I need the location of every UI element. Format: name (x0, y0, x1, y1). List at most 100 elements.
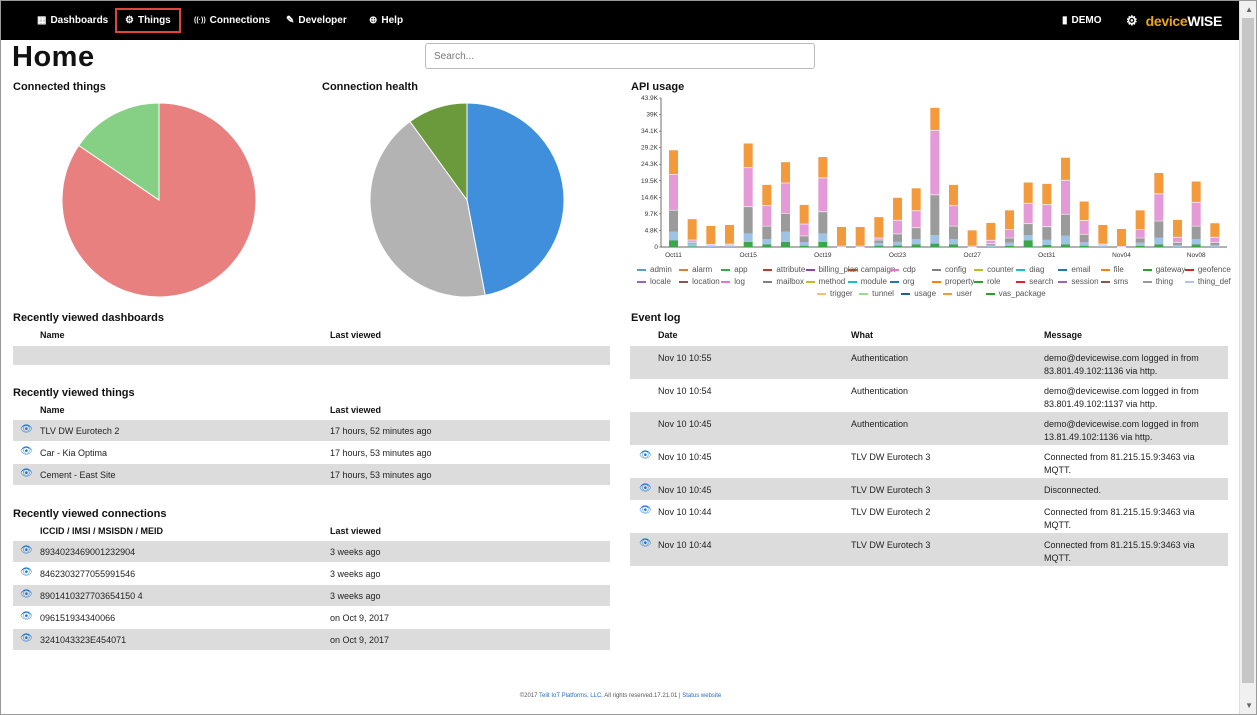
api-usage-bar-segment[interactable] (1191, 225, 1201, 240)
legend-item[interactable]: location (679, 277, 720, 286)
api-usage-bar-segment[interactable] (762, 184, 772, 206)
legend-item[interactable]: org (889, 277, 914, 286)
event-row[interactable]: 👁︎ Nov 10 10:45 TLV DW Eurotech 3 Connected… (630, 445, 1228, 478)
legend-item[interactable]: vas_package (985, 289, 1046, 298)
event-row[interactable]: 👁︎ Nov 10 10:44 TLV DW Eurotech 3 Connected… (630, 533, 1228, 566)
api-usage-bar-segment[interactable] (874, 245, 884, 247)
api-usage-bar-segment[interactable] (799, 223, 809, 236)
api-usage-bar-segment[interactable] (1210, 241, 1220, 246)
things-row[interactable]: 👁︎ Cement - East Site 17 hours, 53 minutes… (13, 464, 610, 485)
legend-item[interactable]: diag (1016, 265, 1044, 274)
api-usage-bar-segment[interactable] (930, 129, 940, 195)
api-usage-bar-segment[interactable] (1117, 229, 1126, 246)
api-usage-bar-segment[interactable] (874, 239, 884, 243)
eye-icon[interactable]: 👁︎ (639, 483, 652, 494)
nav-help[interactable]: ⊕ Help (369, 1, 403, 40)
nav-connections[interactable]: ((·)) Connections (194, 1, 270, 40)
api-usage-bar-segment[interactable] (818, 233, 828, 242)
api-usage-bar-segment[interactable] (837, 226, 846, 246)
legend-item[interactable]: role (974, 277, 1000, 286)
api-usage-bar-segment[interactable] (762, 205, 772, 226)
api-usage-bar-segment[interactable] (799, 242, 809, 246)
legend-item[interactable]: admin (637, 265, 672, 274)
legend-item[interactable]: user (943, 289, 972, 298)
api-usage-bar-segment[interactable] (1173, 241, 1182, 246)
api-usage-bar-segment[interactable] (1061, 244, 1070, 247)
eye-icon[interactable]: 👁︎ (20, 589, 33, 600)
things-name[interactable]: TLV DW Eurotech 2 (40, 426, 120, 436)
api-usage-bar-segment[interactable] (1135, 242, 1145, 246)
api-usage-bar-segment[interactable] (818, 241, 828, 247)
nav-things[interactable]: ⚙ Things (115, 8, 181, 33)
api-usage-bar-segment[interactable] (1191, 181, 1201, 202)
api-usage-bar-segment[interactable] (949, 205, 958, 226)
eye-icon[interactable]: 👁︎ (20, 611, 33, 622)
api-usage-bar-segment[interactable] (967, 230, 977, 246)
api-usage-bar-segment[interactable] (1005, 210, 1014, 230)
nav-developer[interactable]: ✎ Developer (286, 1, 347, 40)
event-row[interactable]: 👁︎ Nov 10 10:45 TLV DW Eurotech 3 Disconnec… (630, 478, 1228, 500)
api-usage-bar-segment[interactable] (669, 209, 678, 232)
eye-icon[interactable]: 👁︎ (20, 545, 33, 556)
api-usage-bar-segment[interactable] (1135, 245, 1145, 247)
api-usage-bar-segment[interactable] (1154, 237, 1164, 245)
api-usage-bar-segment[interactable] (949, 244, 958, 247)
status-website-link[interactable]: Status website (682, 693, 722, 699)
connections-name[interactable]: 8462303277055991546 (40, 569, 136, 579)
legend-item[interactable]: mailbox (763, 277, 804, 286)
eye-icon[interactable]: 👁︎ (20, 446, 33, 457)
legend-item[interactable]: sms (1100, 277, 1128, 286)
things-name[interactable]: Cement - East Site (40, 470, 116, 480)
api-usage-bar-segment[interactable] (911, 244, 921, 247)
api-usage-bar-segment[interactable] (986, 239, 996, 244)
legend-item[interactable]: method (805, 277, 845, 286)
api-usage-bar-segment[interactable] (1154, 193, 1164, 221)
legend-item[interactable]: gateway (1142, 265, 1186, 274)
api-usage-bar-segment[interactable] (1210, 223, 1220, 237)
api-usage-bar-segment[interactable] (1154, 173, 1164, 194)
api-usage-bar-segment[interactable] (687, 243, 697, 247)
legend-item[interactable]: property (932, 277, 974, 286)
legend-item[interactable]: attribute (763, 265, 805, 274)
api-usage-bar-segment[interactable] (874, 242, 884, 246)
legend-item[interactable]: usage (901, 289, 936, 298)
api-usage-bar-segment[interactable] (799, 204, 809, 224)
api-usage-bar-segment[interactable] (930, 243, 940, 247)
api-usage-bar-segment[interactable] (1079, 245, 1089, 247)
api-usage-bar-segment[interactable] (1042, 239, 1052, 245)
api-usage-bar-segment[interactable] (911, 227, 921, 240)
legend-item[interactable]: log (721, 277, 745, 286)
api-usage-bar-segment[interactable] (1098, 245, 1108, 247)
event-row[interactable]: 👁︎ Nov 10 10:44 TLV DW Eurotech 2 Connected… (630, 500, 1228, 533)
api-usage-bar-segment[interactable] (799, 245, 809, 247)
api-usage-bar-segment[interactable] (781, 241, 790, 247)
api-usage-bar-segment[interactable] (1191, 244, 1201, 247)
api-usage-bar-segment[interactable] (725, 224, 734, 244)
api-usage-bar-segment[interactable] (1079, 233, 1089, 243)
event-row[interactable]: Nov 10 10:54 Authentication demo@devicewis… (630, 379, 1228, 412)
api-usage-bar-segment[interactable] (781, 213, 790, 232)
api-usage-bar-segment[interactable] (687, 219, 697, 240)
api-usage-bar-segment[interactable] (781, 231, 790, 242)
api-usage-bar-segment[interactable] (743, 167, 753, 207)
api-usage-bar-segment[interactable] (986, 245, 996, 247)
api-usage-bar-segment[interactable] (1079, 242, 1089, 246)
api-usage-bar-segment[interactable] (1061, 235, 1070, 245)
things-row[interactable]: 👁︎ Car - Kia Optima 17 hours, 53 minutes a… (13, 442, 610, 463)
api-usage-bar-segment[interactable] (893, 197, 902, 220)
api-usage-bar-segment[interactable] (930, 194, 940, 236)
api-usage-bar-segment[interactable] (986, 222, 996, 240)
api-usage-bar-segment[interactable] (706, 225, 716, 244)
legend-item[interactable]: thing (1142, 277, 1173, 286)
api-usage-bar-segment[interactable] (669, 174, 678, 210)
legend-item[interactable]: file (1100, 265, 1124, 274)
api-usage-bar-segment[interactable] (893, 245, 902, 247)
api-usage-bar-segment[interactable] (1173, 236, 1182, 242)
api-usage-bar-segment[interactable] (706, 245, 716, 247)
api-usage-bar-segment[interactable] (743, 206, 753, 234)
api-usage-bar-segment[interactable] (1135, 237, 1145, 243)
legend-item[interactable]: campaign (847, 265, 895, 274)
api-usage-bar-segment[interactable] (1042, 244, 1052, 247)
legend-item[interactable]: billing_plan (805, 265, 859, 274)
connections-row[interactable]: 👁︎ 8462303277055991546 3 weeks ago (13, 563, 610, 584)
